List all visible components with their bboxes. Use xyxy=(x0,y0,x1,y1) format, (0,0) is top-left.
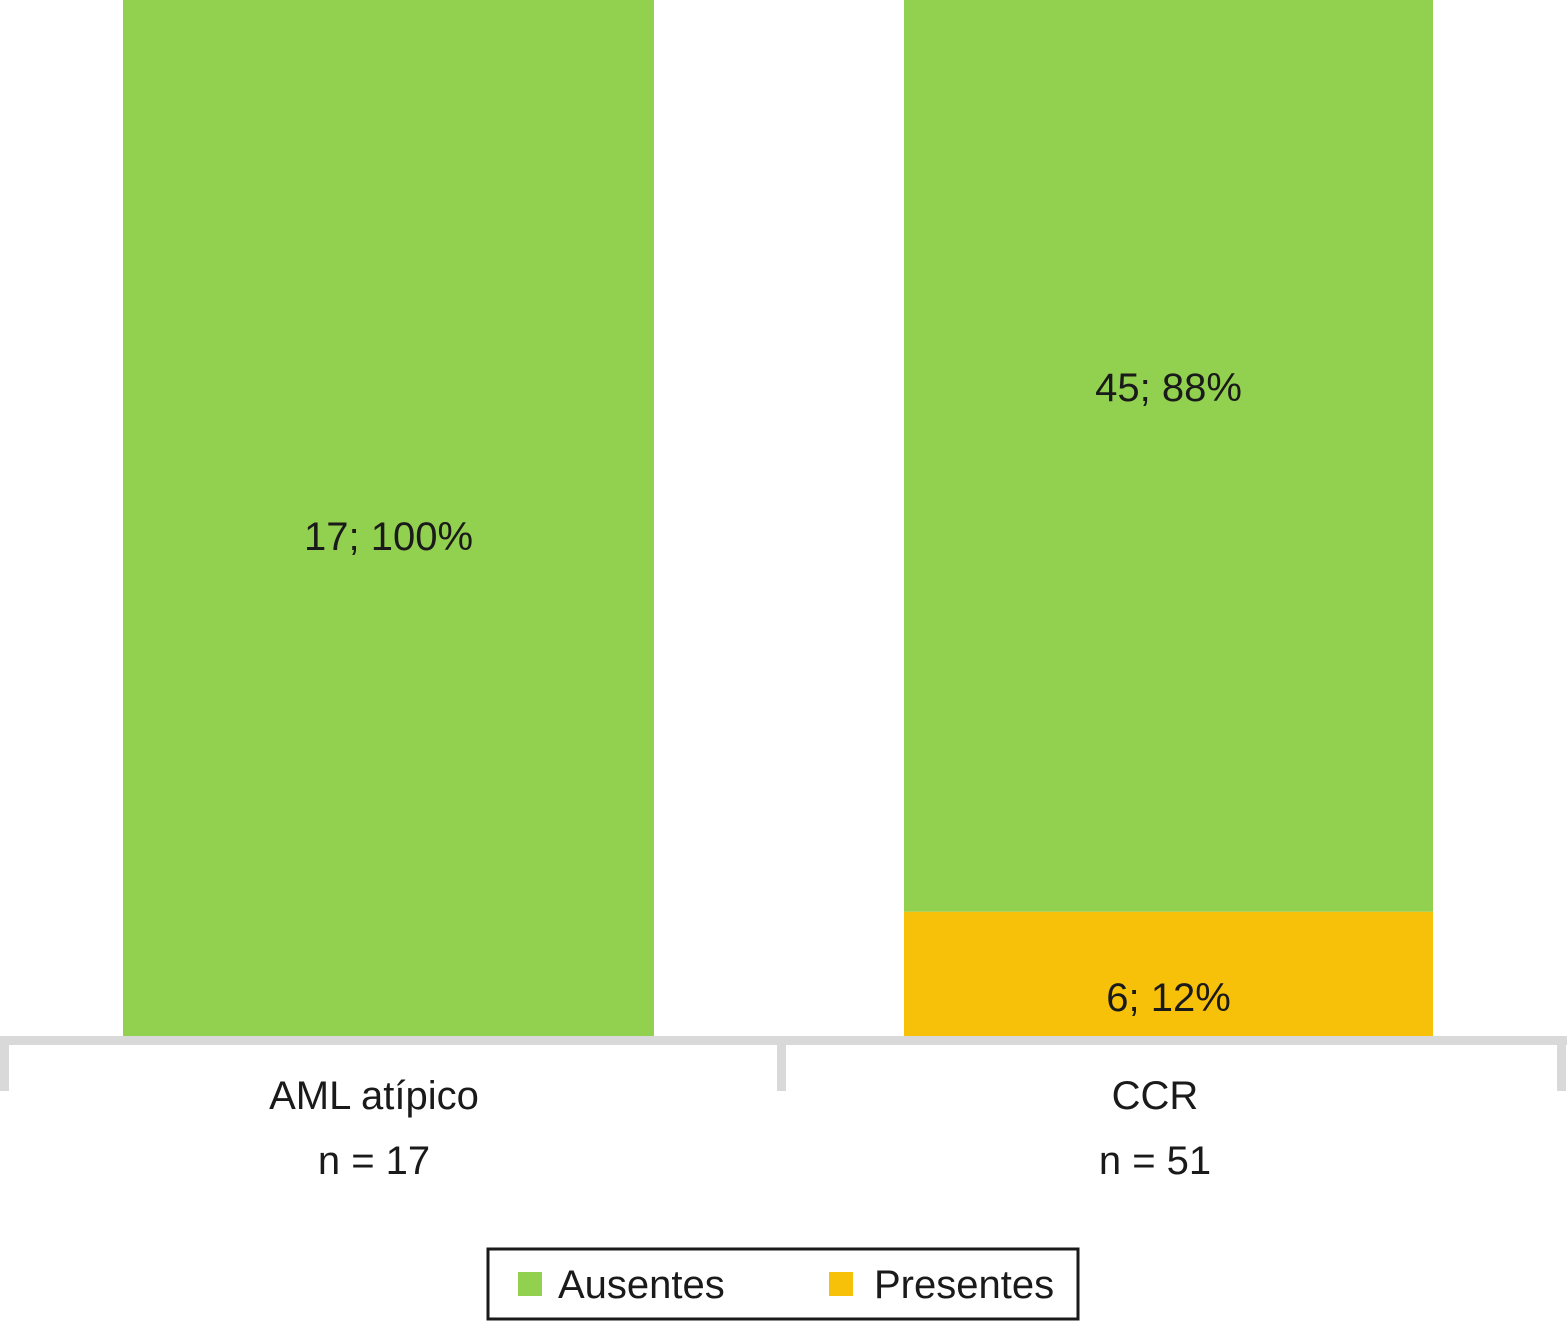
legend-swatch-presentes xyxy=(829,1272,853,1296)
bar-presentes-1 xyxy=(904,911,1433,1036)
legend: Ausentes Presentes xyxy=(486,1247,1080,1321)
category-axis xyxy=(0,1036,1567,1091)
bar-ausentes-0 xyxy=(123,0,654,1036)
legend-swatch-ausentes xyxy=(518,1272,542,1296)
axis-tick-0 xyxy=(0,1036,9,1091)
legend-box xyxy=(486,1247,1080,1321)
data-labels-group: 17; 100% 6; 12% 45; 88% xyxy=(304,366,1242,1020)
data-label-presentes-1: 6; 12% xyxy=(1106,976,1231,1020)
axis-tick-1 xyxy=(777,1036,786,1091)
bars-group xyxy=(123,0,1433,1036)
category-label-0: AML atípico xyxy=(269,1074,479,1118)
category-sublabel-0: n = 17 xyxy=(318,1139,430,1183)
category-labels-group: AML atípico n = 17 CCR n = 51 xyxy=(269,1074,1211,1183)
data-label-ausentes-0: 17; 100% xyxy=(304,515,473,559)
legend-label-ausentes: Ausentes xyxy=(558,1263,725,1307)
legend-label-presentes: Presentes xyxy=(874,1263,1054,1307)
axis-tick-2 xyxy=(1557,1036,1566,1091)
bar-ausentes-1 xyxy=(904,0,1433,912)
data-label-ausentes-1: 45; 88% xyxy=(1095,366,1242,410)
category-sublabel-1: n = 51 xyxy=(1099,1139,1211,1183)
category-label-1: CCR xyxy=(1112,1074,1199,1118)
